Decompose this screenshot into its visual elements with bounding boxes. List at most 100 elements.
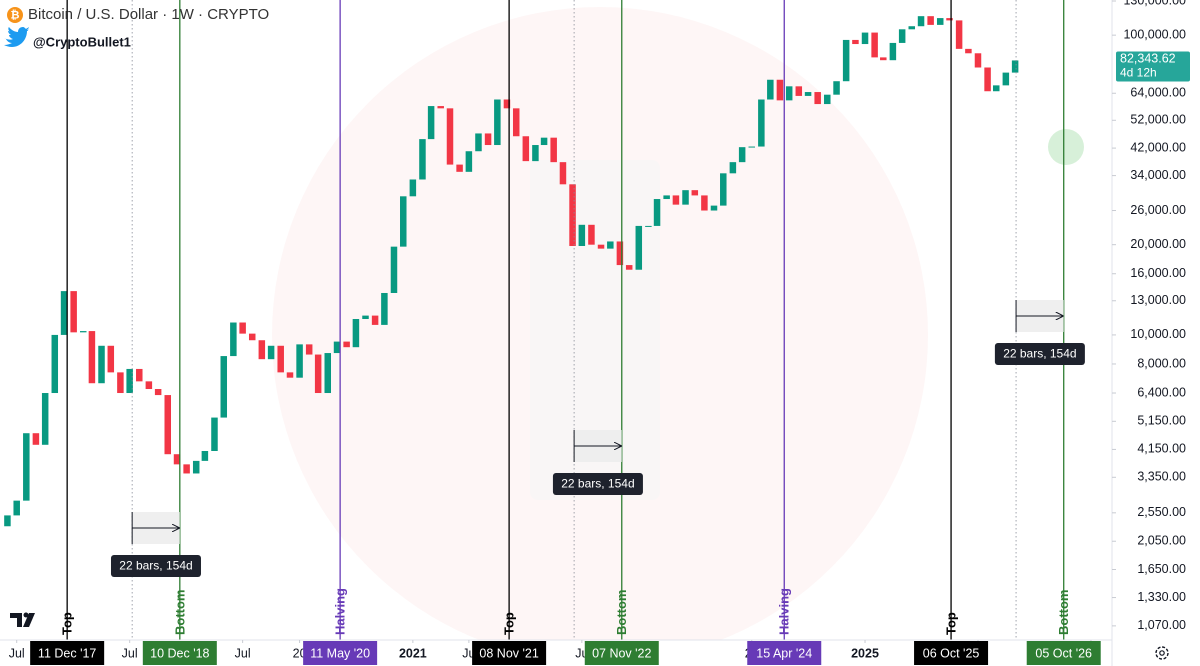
measure-label: 22 bars, 154d (119, 559, 192, 573)
candle (550, 137, 557, 163)
event-date: 11 Dec '17 (38, 646, 96, 660)
y-tick-label: 1,650.00 (1137, 562, 1186, 576)
y-tick-label: 64,000.00 (1130, 86, 1186, 100)
candle (286, 372, 294, 378)
twitter-icon (4, 27, 29, 47)
candle (201, 450, 209, 461)
y-tick-label: 34,000.00 (1130, 168, 1186, 182)
candle (852, 39, 859, 45)
event-date-bg (584, 641, 659, 665)
candle (795, 86, 803, 96)
bitcoin-icon-glyph: ₿ (11, 9, 20, 21)
events: Top Bottom Halving Top Bottom Halving Top Botto… (60, 0, 1085, 640)
settings-gear[interactable] (1155, 646, 1169, 660)
measure-label-bg (110, 555, 201, 577)
candle (635, 225, 643, 270)
event-label: Bottom (1056, 590, 1071, 636)
candle (13, 500, 20, 516)
candle (861, 32, 869, 45)
candle (645, 225, 652, 227)
event-date-bg (1026, 641, 1101, 665)
event-date: 08 Nov '21 (479, 646, 538, 660)
y-tick-label: 3,350.00 (1137, 470, 1186, 484)
candle (738, 147, 746, 163)
y-tick-label: 4,150.00 (1137, 442, 1186, 456)
y-axis-bg (1112, 0, 1200, 666)
y-tick-label: 13,000.00 (1130, 293, 1186, 307)
candle (984, 67, 991, 92)
candle (305, 344, 313, 355)
event-date-bg (914, 641, 989, 665)
candle (427, 106, 435, 140)
candle (437, 106, 444, 109)
measure-label-bg (552, 473, 643, 495)
candle (776, 79, 784, 101)
candle (842, 39, 850, 82)
candle (701, 195, 708, 211)
event-date: 11 May '20 (310, 646, 370, 660)
candle (691, 190, 699, 196)
candle (804, 92, 812, 96)
candle (465, 151, 473, 172)
x-tick-label: Jul (122, 646, 138, 660)
candle (51, 334, 59, 394)
event-date-bg (747, 641, 822, 665)
candle (183, 464, 190, 474)
event-date: 06 Oct '25 (923, 646, 980, 660)
candle (230, 322, 237, 357)
y-tick-label: 16,000.00 (1130, 266, 1186, 280)
candle (814, 92, 821, 105)
candle (419, 139, 426, 180)
candle (936, 18, 944, 25)
candle (98, 345, 105, 384)
candle (955, 20, 963, 49)
candle (390, 246, 398, 293)
highlight-dot (1048, 129, 1084, 165)
y-tick-label: 5,150.00 (1137, 414, 1186, 428)
candle (164, 395, 171, 455)
event-label: Top (60, 612, 75, 635)
header: ₿ Bitcoin / U.S. Dollar · 1W · CRYPTO @C… (4, 6, 269, 49)
event-label: Top (502, 612, 517, 635)
settings-icon[interactable] (1155, 646, 1169, 660)
candle (767, 79, 774, 100)
candle (720, 173, 727, 206)
settings-hub[interactable] (1159, 650, 1165, 656)
candle (908, 26, 916, 30)
candle (682, 190, 689, 205)
chart-title: Bitcoin / U.S. Dollar · 1W · CRYPTO (28, 6, 269, 23)
x-tick-label: Jul (235, 646, 251, 660)
event-label: Bottom (614, 590, 629, 636)
countdown: 4d 12h (1120, 66, 1157, 80)
candle (117, 372, 124, 394)
candle (729, 162, 737, 174)
candle (616, 241, 624, 266)
candle (371, 315, 379, 325)
candle (1002, 72, 1010, 86)
event-label: Halving (777, 588, 792, 635)
candle (475, 133, 482, 152)
candle (946, 18, 953, 21)
y-tick-label: 8,000.00 (1137, 356, 1186, 370)
event-label: Top (944, 612, 959, 635)
background (272, 7, 1084, 663)
candle (314, 354, 322, 394)
candle (32, 433, 40, 445)
y-tick-label: 1,330.00 (1137, 590, 1186, 604)
x-tick-label: Jul (9, 646, 25, 660)
event-date: 05 Oct '26 (1035, 646, 1092, 660)
event-label: Halving (333, 588, 348, 635)
candle (607, 241, 614, 249)
candle (494, 99, 501, 146)
y-tick-label: 10,000.00 (1130, 327, 1186, 341)
y-tick-label: 2,050.00 (1137, 534, 1186, 548)
candle (672, 195, 680, 205)
logo-part (10, 613, 22, 627)
candle (824, 94, 831, 105)
candle (456, 164, 463, 172)
y-tick-label: 26,000.00 (1130, 203, 1186, 217)
candle (145, 381, 153, 390)
